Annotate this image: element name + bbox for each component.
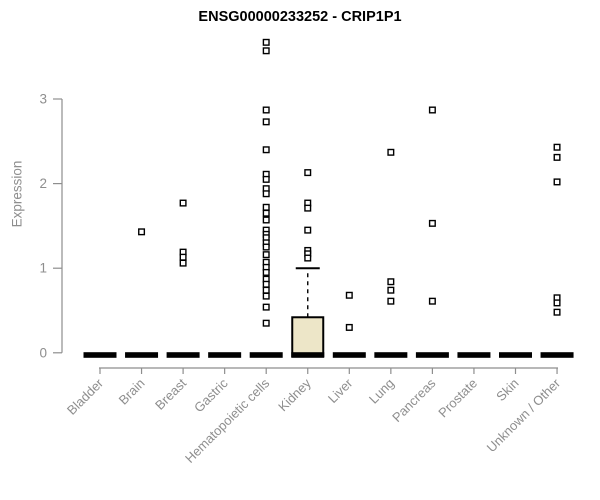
zero-bar — [415, 352, 449, 358]
x-tick-label: Brain — [116, 376, 148, 408]
data-point — [262, 286, 270, 294]
data-point — [428, 297, 436, 305]
data-point — [428, 106, 436, 114]
data-point — [262, 303, 270, 311]
zero-bar — [332, 352, 366, 358]
data-point — [304, 254, 312, 262]
x-tick-label: Pancreas — [389, 375, 439, 425]
data-point — [138, 228, 146, 236]
data-point — [262, 251, 270, 259]
data-point — [262, 47, 270, 55]
x-tick-label: Liver — [325, 375, 356, 406]
data-point — [304, 204, 312, 212]
x-tick-label: Lung — [366, 376, 397, 407]
data-point — [262, 146, 270, 154]
data-point — [262, 268, 270, 276]
data-point — [262, 203, 270, 211]
data-point — [345, 291, 353, 299]
zero-bar — [457, 352, 491, 358]
data-point — [262, 38, 270, 46]
x-tick-label: Bladder — [64, 375, 107, 418]
data-point — [262, 319, 270, 327]
data-point — [553, 299, 561, 307]
data-point — [179, 253, 187, 261]
data-point — [262, 280, 270, 288]
data-point — [387, 278, 395, 286]
zero-bar — [540, 352, 574, 358]
data-point — [262, 209, 270, 217]
data-point — [304, 226, 312, 234]
x-tick-label: Kidney — [275, 375, 314, 414]
y-tick-label: 3 — [39, 92, 47, 107]
data-point — [387, 286, 395, 294]
y-tick-label: 0 — [39, 345, 47, 360]
zero-bar — [208, 352, 242, 358]
zero-bar — [291, 352, 325, 358]
data-point — [179, 199, 187, 207]
data-point — [179, 259, 187, 267]
data-point — [262, 292, 270, 300]
x-tick-label: Skin — [493, 376, 521, 404]
data-point — [387, 148, 395, 156]
data-point — [345, 323, 353, 331]
box — [291, 316, 325, 358]
zero-bar — [249, 352, 283, 358]
data-point — [428, 219, 436, 227]
data-point — [553, 143, 561, 151]
zero-bar — [374, 352, 408, 358]
data-point — [553, 308, 561, 316]
data-point — [262, 106, 270, 114]
data-point — [262, 118, 270, 126]
chart-title: ENSG00000233252 - CRIP1P1 — [198, 9, 402, 25]
data-point — [262, 216, 270, 224]
y-tick-label: 1 — [39, 261, 47, 276]
zero-bar — [83, 352, 117, 358]
data-point — [262, 175, 270, 183]
x-tick-label: Unknown / Other — [484, 375, 564, 455]
x-tick-label: Breast — [152, 375, 189, 412]
data-point — [304, 169, 312, 177]
data-point — [387, 297, 395, 305]
y-tick-label: 2 — [39, 176, 47, 191]
data-point — [262, 243, 270, 251]
x-tick-label: Gastric — [191, 375, 231, 415]
zero-bar — [125, 352, 159, 358]
data-point — [262, 190, 270, 198]
x-tick-label: Prostate — [435, 376, 480, 421]
data-point — [553, 178, 561, 186]
data-point — [553, 153, 561, 161]
zero-bar — [166, 352, 200, 358]
zero-bar — [499, 352, 532, 358]
